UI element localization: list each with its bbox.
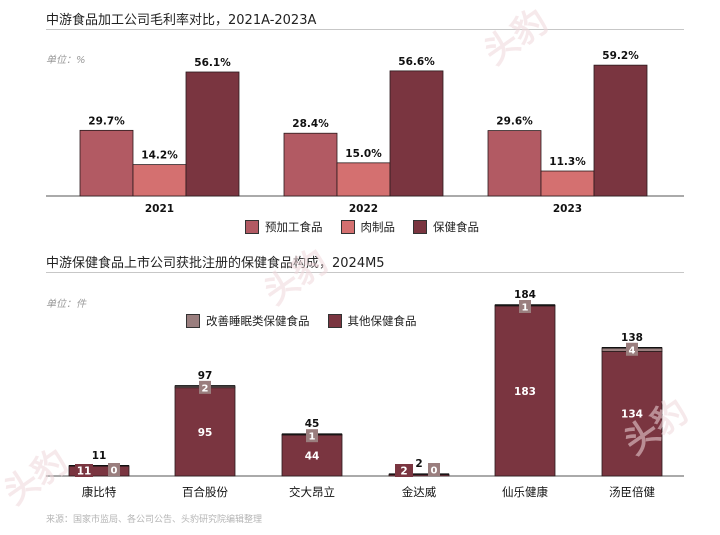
chart1-bar (132, 164, 187, 197)
chart2-value-sleep: 0 (431, 466, 438, 477)
chart2-legend: 改善睡眠类保健食品 其他保健食品 (186, 313, 435, 329)
source-note: 来源：国家市监局、各公司公告、头豹研究院编辑整理 (46, 515, 263, 525)
chart1-data-label: 28.4% (292, 118, 329, 130)
chart1-data-label: 11.3% (549, 156, 586, 168)
chart1-data-label: 59.2% (602, 50, 639, 62)
chart1-category-label: 2021 (145, 203, 174, 215)
chart1-data-label: 56.1% (194, 57, 231, 69)
chart1-data-label: 56.6% (398, 56, 435, 68)
chart1-title-rule (46, 29, 684, 30)
chart1-legend-item: 保健食品 (413, 219, 479, 235)
chart2-category-label: 金达威 (402, 485, 437, 499)
chart2-category-label: 百合股份 (182, 485, 228, 499)
legend-swatch (245, 220, 259, 234)
chart1-legend: 预加工食品 肉制品 保健食品 (245, 219, 497, 235)
chart1-data-label: 29.7% (88, 115, 125, 127)
chart2-value-sleep-box (428, 463, 440, 476)
chart2-total-label: 11 (92, 450, 107, 462)
chart2-bar-other (174, 387, 236, 477)
chart1-bar (185, 71, 240, 197)
chart1-title: 中游食品加工公司毛利率对比，2021A-2023A (46, 13, 317, 28)
chart2-bar-other (494, 305, 556, 477)
chart2-value-other: 2 (400, 466, 407, 478)
chart2-value-other: 95 (198, 427, 213, 439)
chart2-value-other: 44 (305, 451, 320, 463)
chart2-value-other: 183 (514, 386, 536, 398)
chart2-value-sleep-box (108, 463, 120, 476)
chart2-value-other-box (75, 464, 93, 477)
chart2-total-label: 138 (621, 332, 643, 344)
chart1-legend-item: 肉制品 (340, 219, 396, 235)
legend-swatch (413, 220, 427, 234)
chart1-bars: 29.7% 14.2% 56.1% 2021 28.4% 15.0% 56.6% 2022 29… (46, 50, 684, 215)
chart1-bar (283, 132, 338, 197)
chart1-bar (79, 129, 134, 197)
chart2-legend-item: 其他保健食品 (327, 313, 417, 329)
chart2-value-sleep: 2 (202, 383, 209, 394)
legend-label: 保健食品 (433, 220, 479, 234)
legend-label: 其他保健食品 (347, 314, 417, 328)
chart1-bar (389, 70, 444, 197)
chart2-value-sleep-box (519, 300, 531, 313)
chart1-category-label: 2022 (349, 203, 378, 215)
chart2-value-sleep-box (626, 342, 638, 356)
chart2-value-other-box (395, 464, 413, 477)
chart2-total-label: 184 (514, 289, 536, 301)
chart2-bar-other (601, 351, 663, 477)
legend-swatch (186, 314, 200, 328)
chart1-data-label: 14.2% (141, 150, 178, 162)
chart1-category-label: 2023 (553, 203, 582, 215)
chart1-bar (487, 130, 542, 197)
chart2-category-label: 汤臣倍健 (609, 485, 655, 499)
chart2-unit: 单位：件 (46, 299, 86, 310)
chart1-data-label: 15.0% (345, 148, 382, 160)
chart2-total-label: 45 (305, 418, 320, 430)
chart2-value-other: 134 (621, 409, 643, 421)
chart1-legend-item: 预加工食品 (245, 219, 323, 235)
chart2-value-other: 11 (77, 466, 92, 478)
chart2-category-label: 康比特 (82, 485, 117, 499)
chart2-title-rule (46, 272, 684, 273)
chart2-legend-item: 改善睡眠类保健食品 (186, 313, 310, 329)
chart1-data-label: 29.6% (496, 116, 533, 128)
legend-swatch (327, 314, 342, 328)
chart1-bar (593, 64, 648, 197)
chart2-value-sleep: 0 (111, 466, 118, 477)
chart2-value-sleep-box (306, 429, 318, 443)
chart2-category-label: 交大昂立 (289, 485, 335, 499)
chart2-value-sleep: 1 (309, 432, 316, 443)
chart2-total-label: 2 (415, 458, 422, 470)
chart2-value-sleep-box (199, 380, 211, 394)
chart1-unit: 单位：% (46, 55, 86, 66)
chart2-value-sleep: 4 (629, 345, 636, 356)
legend-swatch (340, 220, 355, 234)
legend-label: 预加工食品 (265, 220, 323, 234)
chart2-value-sleep: 1 (522, 303, 529, 314)
chart2-category-label: 仙乐健康 (502, 485, 548, 499)
chart2-title: 中游保健食品上市公司获批注册的保健食品构成，2024M5 (46, 256, 385, 271)
legend-label: 肉制品 (360, 220, 396, 234)
chart2-total-label: 97 (198, 370, 213, 382)
legend-label: 改善睡眠类保健食品 (206, 314, 310, 328)
